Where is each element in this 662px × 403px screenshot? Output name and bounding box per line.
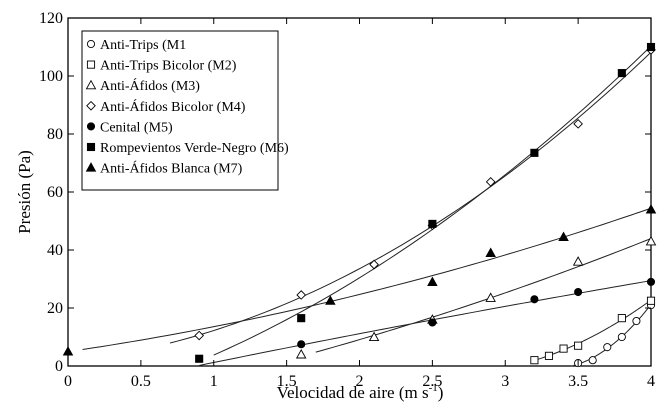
fit-line-anti-trips-m1 — [570, 304, 652, 367]
y-tick-label: 100 — [39, 68, 63, 85]
legend: Anti-Trips (M1 Anti-Trips Bicolor (M2) Ant… — [81, 30, 289, 191]
point-anti-afidos-blanca-m7 — [62, 346, 74, 356]
x-tick-label: 3.5 — [568, 373, 588, 390]
y-tick-label: 20 — [47, 300, 63, 317]
legend-label-anti-trips-m1: Anti-Trips (M1 — [100, 38, 186, 53]
point-anti-trips-bicolor-m2 — [530, 356, 539, 365]
point-anti-afidos-blanca-m7 — [427, 276, 438, 286]
point-anti-afidos-blanca-m7 — [558, 231, 569, 242]
point-anti-afidos-bicolor-m4 — [485, 177, 496, 187]
x-tick-label: 0 — [64, 373, 72, 390]
x-tick-label: 2.5 — [422, 373, 442, 390]
legend-label-anti-afidos-bicolor-m4: Anti-Áfidos Bicolor (M4) — [100, 98, 246, 115]
point-anti-afidos-bicolor-m4 — [296, 290, 307, 300]
point-anti-trips-bicolor-m2 — [559, 344, 568, 353]
y-axis-label: Presión (Pa) — [15, 150, 34, 234]
x-tick-label: 1 — [210, 373, 218, 390]
fit-line-cenital-m5 — [199, 280, 652, 366]
point-anti-afidos-bicolor-m4 — [369, 259, 379, 270]
data-points — [62, 42, 657, 368]
point-anti-trips-m1 — [617, 332, 626, 342]
point-anti-trips-bicolor-m2 — [646, 296, 656, 305]
legend-marker-rompevientos-verde-negro-m6 — [86, 142, 96, 152]
legend-box — [81, 30, 279, 191]
legend-marker-cenital-m5 — [86, 122, 96, 131]
y-tick-label: 40 — [47, 242, 63, 259]
x-axis: 0 0.5 1 1.5 2 2.5 3 3.5 4 — [64, 18, 655, 390]
x-tick-label: 0.5 — [131, 373, 151, 390]
x-tick-label: 4 — [647, 373, 655, 390]
point-anti-afidos-m3 — [485, 292, 496, 302]
legend-marker-anti-afidos-blanca-m7 — [85, 162, 97, 172]
point-rompevientos-verde-negro-m6 — [530, 148, 539, 157]
x-tick-label: 1.5 — [277, 373, 297, 390]
point-anti-trips-m1 — [588, 356, 597, 365]
fit-line-anti-trips-bicolor-m2 — [534, 299, 652, 361]
point-anti-afidos-bicolor-m4 — [573, 119, 583, 129]
legend-items: Anti-Trips (M1 Anti-Trips Bicolor (M2) Ant… — [85, 38, 289, 177]
x-axis-label: Velocidad de aire (m s-1) — [277, 382, 444, 402]
point-anti-trips-m1 — [603, 343, 612, 352]
y-axis: 0 20 40 60 80 100 120 — [39, 10, 651, 375]
x-tick-label: 3 — [501, 373, 509, 390]
legend-marker-anti-trips-bicolor-m2 — [86, 60, 96, 69]
point-cenital-m5 — [428, 318, 437, 327]
legend-label-anti-afidos-m3: Anti-Áfidos (M3) — [100, 77, 200, 94]
y-tick-label: 80 — [47, 126, 63, 143]
point-anti-trips-bicolor-m2 — [617, 314, 626, 323]
legend-marker-anti-trips-m1 — [86, 39, 96, 49]
y-tick-label: 60 — [47, 184, 63, 201]
fit-line-anti-afidos-blanca-m7 — [82, 207, 652, 350]
point-rompevientos-verde-negro-m6 — [428, 219, 437, 228]
point-rompevientos-verde-negro-m6 — [195, 354, 204, 363]
legend-marker-anti-afidos-m3 — [85, 79, 97, 90]
legend-marker-anti-afidos-bicolor-m4 — [86, 100, 96, 111]
x-tick-label: 2 — [356, 373, 364, 390]
y-tick-label: 0 — [55, 358, 63, 375]
legend-label-anti-afidos-blanca-m7: Anti-Áfidos Blanca (M7) — [100, 160, 243, 177]
legend-label-rompevientos-verde-negro-m6: Rompevientos Verde-Negro (M6) — [100, 141, 289, 156]
point-anti-afidos-m3 — [645, 235, 657, 246]
point-anti-trips-m1 — [632, 316, 641, 326]
point-cenital-m5 — [646, 277, 656, 286]
y-tick-label: 120 — [39, 10, 63, 27]
point-anti-trips-bicolor-m2 — [574, 341, 583, 350]
point-cenital-m5 — [297, 340, 306, 349]
fit-line-anti-afidos-bicolor-m4 — [169, 51, 652, 344]
point-anti-afidos-m3 — [295, 348, 307, 359]
point-cenital-m5 — [574, 287, 583, 297]
fit-line-anti-afidos-m3 — [315, 238, 652, 353]
x-axis-label-superscript: -1 — [429, 382, 438, 394]
point-anti-afidos-m3 — [368, 331, 380, 342]
fit-line-rompevientos-verde-negro-m6 — [213, 45, 652, 356]
point-anti-trips-bicolor-m2 — [544, 351, 554, 360]
point-anti-afidos-m3 — [572, 256, 584, 266]
point-anti-afidos-blanca-m7 — [485, 247, 496, 257]
point-cenital-m5 — [530, 295, 539, 304]
point-anti-afidos-blanca-m7 — [325, 295, 336, 305]
x-axis-label-close: ) — [438, 383, 444, 402]
point-anti-afidos-blanca-m7 — [645, 203, 657, 214]
point-rompevientos-verde-negro-m6 — [297, 314, 306, 323]
legend-label-anti-trips-bicolor-m2: Anti-Trips Bicolor (M2) — [100, 59, 237, 74]
legend-label-cenital-m5: Cenital (M5) — [100, 120, 173, 135]
point-rompevientos-verde-negro-m6 — [646, 42, 656, 52]
point-rompevientos-verde-negro-m6 — [617, 69, 626, 78]
point-anti-afidos-bicolor-m4 — [194, 330, 205, 341]
